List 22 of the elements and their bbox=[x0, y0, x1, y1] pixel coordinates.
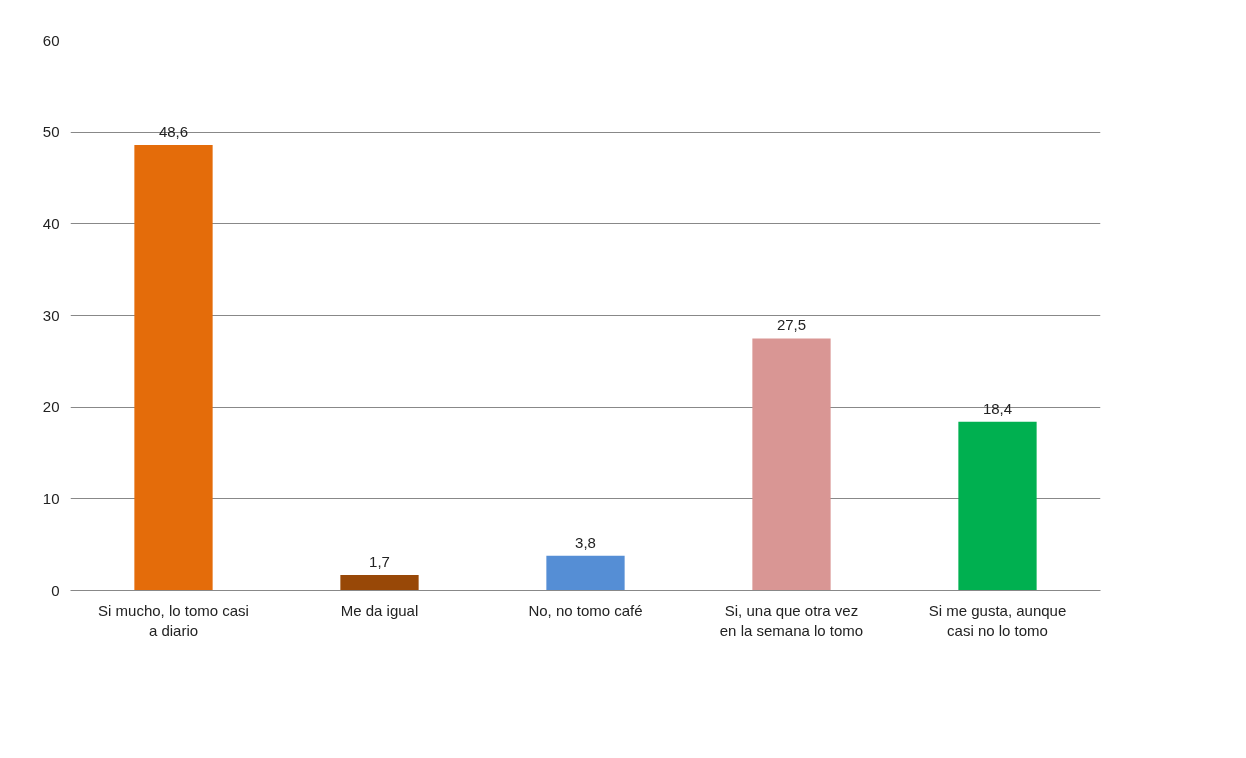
x-tick-label: Si mucho, lo tomo casi a diario bbox=[98, 601, 249, 639]
x-tick-label: No, no tomo café bbox=[528, 601, 643, 619]
y-tick-label: 50 bbox=[42, 123, 60, 141]
y-tick-label: 60 bbox=[42, 31, 60, 49]
y-tick-label: 0 bbox=[51, 581, 60, 599]
y-tick-label: 30 bbox=[42, 306, 60, 324]
bar bbox=[134, 145, 213, 591]
data-label: 3,8 bbox=[575, 533, 596, 551]
bar bbox=[340, 574, 419, 591]
y-tick-label: 10 bbox=[42, 489, 60, 507]
y-tick-label: 20 bbox=[42, 398, 60, 416]
data-label: 48,6 bbox=[158, 123, 189, 140]
data-label: 18,4 bbox=[982, 399, 1013, 417]
bar bbox=[958, 421, 1037, 591]
bar bbox=[546, 555, 625, 591]
y-tick-label: 40 bbox=[42, 214, 60, 232]
x-tick-label: Si me gusta, aunque casi no lo tomo bbox=[928, 601, 1067, 639]
data-label: 1,7 bbox=[369, 552, 390, 570]
bar bbox=[752, 338, 831, 591]
x-tick-label: Si, una que otra vez en la semana lo tomo bbox=[719, 601, 864, 639]
x-tick-label: Me da igual bbox=[340, 601, 419, 619]
data-label: 27,5 bbox=[776, 316, 807, 334]
